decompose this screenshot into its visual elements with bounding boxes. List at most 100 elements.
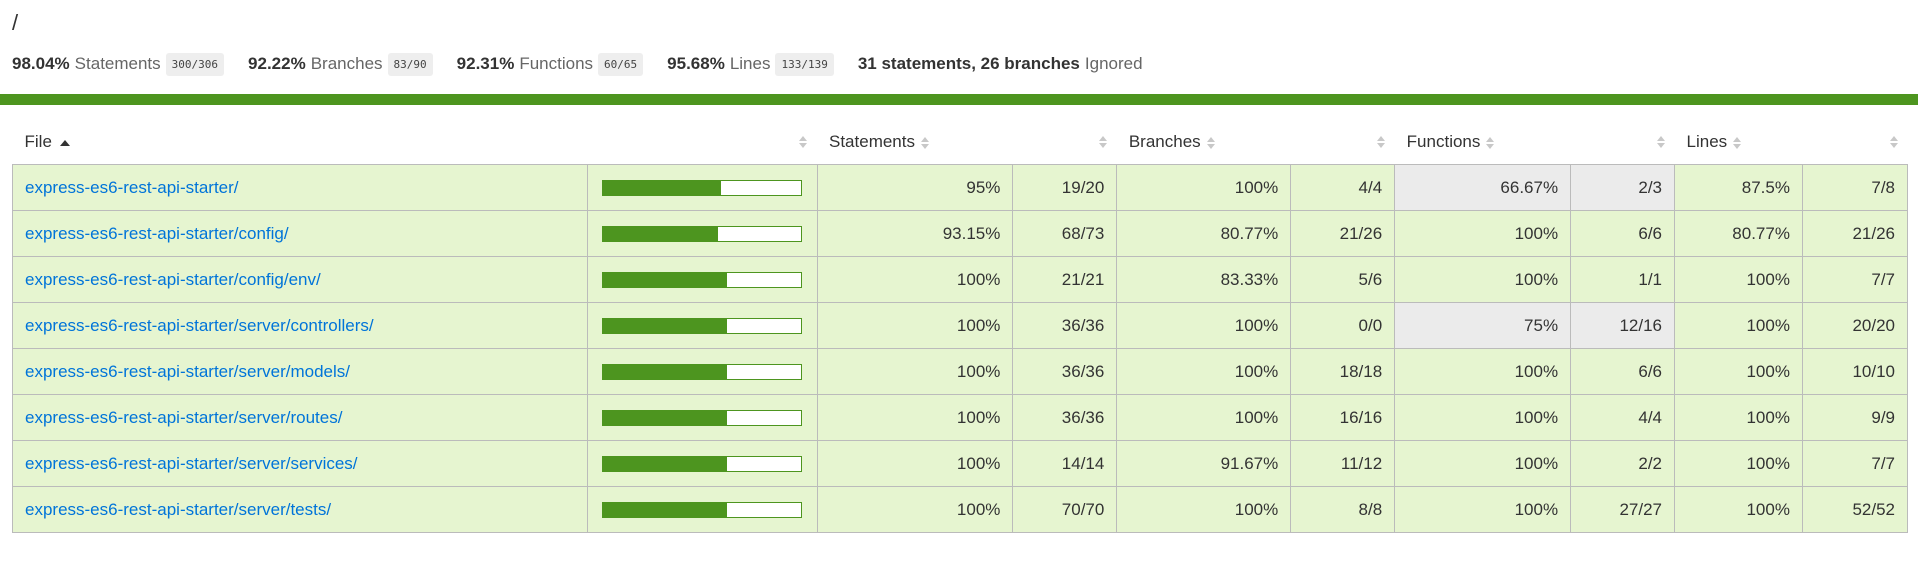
lines-pct: 87.5% [1674,164,1803,211]
coverage-status-bar [0,94,1918,105]
header-statements-raw[interactable] [1013,120,1117,165]
branches-fraction: 4/4 [1290,164,1396,211]
coverage-bar-cell [586,394,818,441]
header-branches[interactable]: Branches [1117,120,1291,165]
functions-fraction: 27/27 [1570,486,1676,533]
lines-pct: 80.77% [1674,210,1803,257]
branches-pct: 83.33% [1116,256,1292,303]
header-functions[interactable]: Functions [1395,120,1571,165]
lines-fraction: 9/9 [1801,394,1909,441]
lines-pct: 100% [1674,486,1803,533]
table-header-row: File Statements Branches Functions Lines [13,120,1908,165]
functions-pct: 66.67% [1394,164,1572,211]
header-lines-raw[interactable] [1802,120,1907,165]
file-cell: express-es6-rest-api-starter/config/env/ [12,256,588,303]
branches-fraction: 8/8 [1290,486,1396,533]
statements-fraction: 21/21 [1012,256,1118,303]
statements-fraction: 70/70 [1012,486,1118,533]
statements-pct: 100% [816,394,1014,441]
table-row: express-es6-rest-api-starter/server/rout… [12,394,1909,441]
header-file-label: File [24,132,52,151]
table-row: express-es6-rest-api-starter/config/env/… [12,256,1909,303]
branches-fraction: 21/26 [1290,210,1396,257]
coverage-bar-fill [603,180,721,195]
coverage-bar [602,455,802,472]
coverage-bar-cell [586,164,818,211]
file-cell: express-es6-rest-api-starter/server/mode… [12,348,588,395]
functions-pct: 100% [1394,256,1572,303]
sort-icon [1733,136,1742,149]
lines-fraction: 7/7 [1801,440,1909,487]
file-cell: express-es6-rest-api-starter/config/ [12,210,588,257]
file-link[interactable]: express-es6-rest-api-starter/server/test… [25,499,332,519]
sort-icon [799,136,807,148]
functions-pct: 100% [1394,440,1572,487]
lines-fraction: 20/20 [1801,302,1909,349]
file-link[interactable]: express-es6-rest-api-starter/config/env/ [25,269,321,289]
summary-functions-fraction: 60/65 [598,52,644,76]
file-link[interactable]: express-es6-rest-api-starter/ [25,177,239,197]
coverage-bar [602,179,802,196]
sort-icon [1889,136,1898,148]
summary-ignored-label: Ignored [1084,54,1143,73]
file-link[interactable]: express-es6-rest-api-starter/config/ [25,223,289,243]
functions-fraction: 1/1 [1570,256,1676,303]
coverage-table-body: express-es6-rest-api-starter/95% 19/20 100… [12,164,1909,533]
table-row: express-es6-rest-api-starter/95% 19/20 100… [12,164,1909,211]
coverage-bar-fill [603,364,727,379]
header-file[interactable]: File [13,120,588,165]
header-lines[interactable]: Lines [1675,120,1803,165]
coverage-bar-fill [603,272,727,287]
statements-pct: 93.15% [816,210,1014,257]
summary-branches: 92.22% Branches 83/90 [248,52,433,76]
lines-pct: 100% [1674,302,1803,349]
summary-functions: 92.31% Functions 60/65 [456,52,644,76]
branches-pct: 91.67% [1116,440,1292,487]
file-link[interactable]: express-es6-rest-api-starter/server/cont… [25,315,374,335]
branches-fraction: 5/6 [1290,256,1396,303]
branches-fraction: 18/18 [1290,348,1396,395]
header-file-bar[interactable] [587,120,817,165]
sort-icon [1098,136,1107,148]
header-functions-label: Functions [1406,132,1481,151]
header-branches-raw[interactable] [1291,120,1395,165]
summary-statements-pct: 98.04% [12,54,70,73]
coverage-bar-cell [586,302,818,349]
file-link[interactable]: express-es6-rest-api-starter/server/rout… [25,407,343,427]
summary-functions-label: Functions [519,54,594,73]
coverage-summary: 98.04% Statements 300/306 92.22% Branche… [12,52,1906,76]
functions-pct: 100% [1394,210,1572,257]
summary-lines: 95.68% Lines 133/139 [667,52,834,76]
lines-pct: 100% [1674,440,1803,487]
lines-pct: 100% [1674,348,1803,395]
coverage-bar-cell [586,210,818,257]
coverage-bar-cell [586,486,818,533]
coverage-bar-fill [603,226,719,241]
summary-lines-fraction: 133/139 [775,52,834,76]
sort-icon [1486,136,1495,149]
functions-pct: 100% [1394,394,1572,441]
functions-fraction: 6/6 [1570,210,1676,257]
functions-fraction: 2/2 [1570,440,1676,487]
header-lines-label: Lines [1686,132,1728,151]
header-functions-raw[interactable] [1571,120,1675,165]
summary-functions-pct: 92.31% [456,54,515,73]
header-statements[interactable]: Statements [817,120,1013,165]
lines-fraction: 21/26 [1801,210,1909,257]
functions-fraction: 2/3 [1570,164,1676,211]
statements-pct: 95% [816,164,1014,211]
summary-lines-pct: 95.68% [667,54,725,73]
file-cell: express-es6-rest-api-starter/server/rout… [12,394,588,441]
report-header: / 98.04% Statements 300/306 92.22% Branc… [0,0,1918,76]
summary-ignored: 31 statements, 26 branches Ignored [858,54,1148,74]
table-row: express-es6-rest-api-starter/server/mode… [12,348,1909,395]
lines-pct: 100% [1674,256,1803,303]
table-row: express-es6-rest-api-starter/server/cont… [12,302,1909,349]
file-link[interactable]: express-es6-rest-api-starter/server/serv… [25,453,358,473]
file-link[interactable]: express-es6-rest-api-starter/server/mode… [25,361,350,381]
file-cell: express-es6-rest-api-starter/server/cont… [12,302,588,349]
branches-pct: 100% [1116,348,1292,395]
lines-fraction: 52/52 [1801,486,1909,533]
coverage-bar [602,409,802,426]
summary-ignored-text: 31 statements, 26 branches [857,54,1080,73]
